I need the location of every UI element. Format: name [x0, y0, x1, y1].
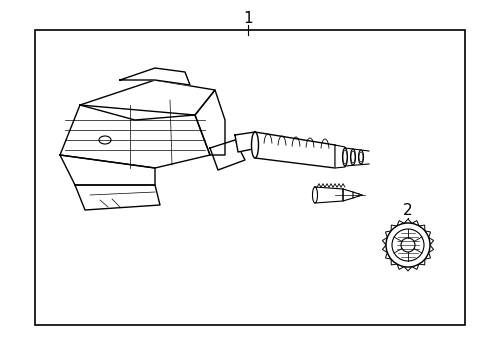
- Polygon shape: [386, 252, 391, 259]
- Polygon shape: [412, 264, 419, 269]
- Ellipse shape: [313, 187, 318, 203]
- Bar: [35, 30, 465, 325]
- Polygon shape: [404, 267, 412, 271]
- Polygon shape: [425, 231, 431, 238]
- Polygon shape: [60, 105, 210, 168]
- Polygon shape: [386, 231, 391, 238]
- Text: 2: 2: [403, 202, 413, 217]
- Polygon shape: [80, 80, 215, 120]
- Polygon shape: [397, 264, 404, 269]
- Ellipse shape: [343, 148, 347, 166]
- Circle shape: [386, 223, 430, 267]
- Polygon shape: [404, 219, 412, 223]
- Polygon shape: [425, 252, 431, 259]
- Polygon shape: [255, 132, 335, 168]
- Polygon shape: [429, 245, 434, 252]
- Polygon shape: [315, 187, 343, 203]
- Polygon shape: [391, 259, 397, 265]
- Polygon shape: [397, 221, 404, 226]
- Ellipse shape: [359, 150, 364, 164]
- Polygon shape: [412, 221, 419, 226]
- Text: 1: 1: [243, 10, 253, 26]
- Polygon shape: [343, 189, 353, 201]
- Circle shape: [382, 219, 434, 271]
- Polygon shape: [60, 155, 155, 185]
- Polygon shape: [391, 225, 397, 231]
- Polygon shape: [419, 259, 425, 265]
- Polygon shape: [335, 145, 345, 168]
- Polygon shape: [235, 132, 258, 152]
- Polygon shape: [382, 245, 387, 252]
- Polygon shape: [195, 90, 225, 155]
- Polygon shape: [120, 68, 190, 85]
- Ellipse shape: [251, 132, 259, 158]
- Polygon shape: [382, 238, 387, 245]
- Ellipse shape: [350, 149, 356, 165]
- Polygon shape: [419, 225, 425, 231]
- Polygon shape: [210, 140, 245, 170]
- Polygon shape: [429, 238, 434, 245]
- Polygon shape: [75, 185, 160, 210]
